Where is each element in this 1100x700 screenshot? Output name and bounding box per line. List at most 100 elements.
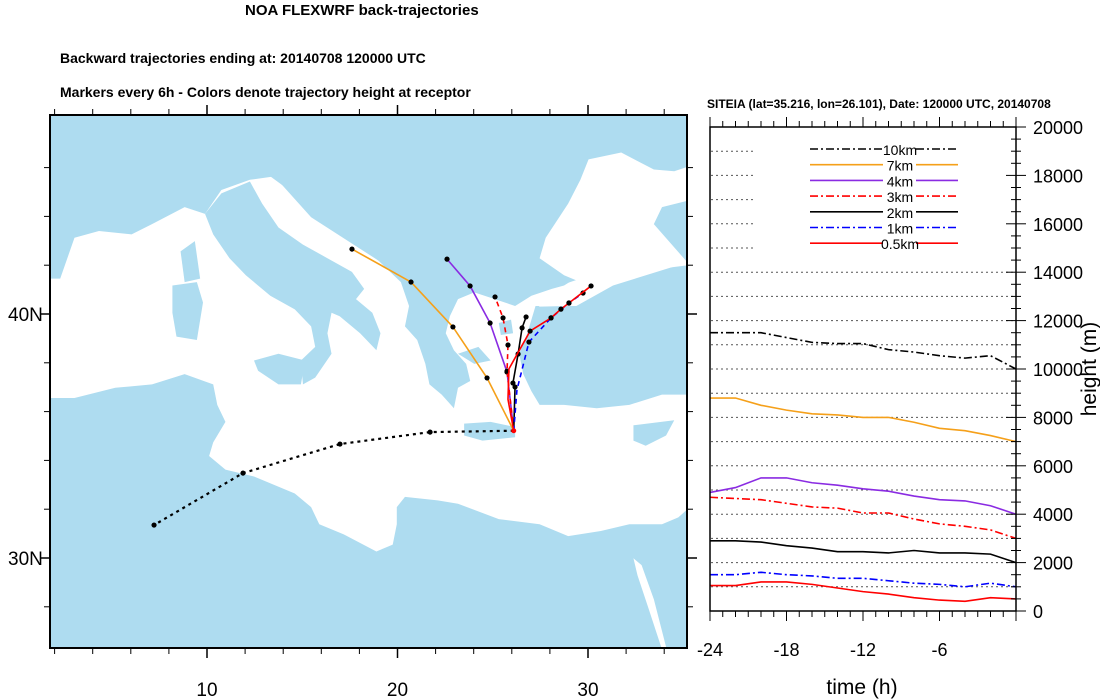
trajectory-marker	[527, 328, 533, 334]
x-tick-label: -12	[850, 640, 876, 660]
legend-entry-2km: 2km	[810, 205, 958, 221]
trajectory-marker	[427, 429, 433, 435]
black-sea	[539, 152, 687, 286]
trajectory-marker	[566, 300, 572, 306]
x-axis-title: time (h)	[826, 676, 897, 699]
trajectory-marker	[467, 283, 473, 289]
lon-label-20: 20	[387, 680, 408, 700]
legend-entry-4km: 4km	[810, 173, 958, 189]
trajectory-marker	[548, 315, 554, 321]
legend-label: 7km	[887, 158, 913, 174]
y-tick-label: 4000	[1033, 505, 1073, 525]
mediterranean-sea	[50, 176, 687, 552]
trajectory-end-time: Backward trajectories ending at: 2014070…	[60, 50, 426, 66]
trajectory-marker	[484, 375, 490, 381]
legend-label: 1km	[887, 221, 913, 237]
legend-box	[755, 132, 1013, 259]
y-tick-label: 12000	[1033, 312, 1083, 332]
receptor-marker	[511, 428, 517, 434]
y-axis-title: height (m)	[1078, 322, 1100, 417]
series-line-1km	[710, 571, 1017, 588]
trajectory-marker	[240, 470, 246, 476]
y-tick-label: 6000	[1033, 457, 1073, 477]
lat-label-30N: 30N	[8, 549, 43, 570]
trajectory-marker	[408, 279, 414, 285]
legend-label: 4km	[887, 173, 913, 189]
y-tick-label: 10000	[1033, 360, 1083, 380]
y-tick-label: 2000	[1033, 554, 1073, 574]
y-tick-label: 18000	[1033, 166, 1083, 186]
trajectory-marker	[505, 342, 511, 348]
legend-entry-0.5km: 0.5km	[810, 236, 958, 252]
map-frame	[49, 114, 688, 649]
corsica	[180, 241, 201, 283]
marker-note: Markers every 6h - Colors denote traject…	[60, 84, 471, 100]
trajectory-marker	[526, 339, 532, 345]
trajectory-marker	[523, 314, 529, 320]
cyprus	[633, 420, 675, 446]
series-line-10km	[710, 331, 1017, 370]
main-title: NOA FLEXWRF back-trajectories	[245, 2, 479, 19]
legend-label: 2km	[887, 205, 913, 221]
series-line-4km	[709, 477, 1017, 515]
map-axis-labels: 40N 30N 10 20 30	[8, 305, 599, 700]
balkans	[270, 149, 581, 409]
map-ticks	[40, 105, 697, 658]
x-tick-label: -6	[931, 640, 947, 660]
y-tick-label: 0	[1033, 602, 1043, 622]
legend-label: 0.5km	[881, 236, 919, 252]
italy	[205, 181, 381, 385]
trajectory-marker	[337, 441, 343, 447]
lon-label-10: 10	[196, 680, 217, 700]
trajectory-marker	[444, 256, 450, 262]
y-tick-label: 20000	[1033, 118, 1083, 138]
series-line-3km	[709, 496, 1017, 540]
legend-entry-10km: 10km	[810, 142, 958, 158]
lesbos	[498, 319, 514, 335]
trajectory-marker	[450, 324, 456, 330]
legend-entry-3km: 3km	[810, 189, 958, 205]
trajectory-marker	[349, 246, 355, 252]
y-tick-label: 8000	[1033, 408, 1073, 428]
x-tick-label: -24	[697, 640, 723, 660]
trajectory-2km	[510, 314, 529, 431]
series-line-0.5km	[710, 581, 1017, 603]
trajectory-marker	[510, 380, 516, 386]
trajectory-10km	[151, 429, 514, 528]
trajectory-marker	[558, 306, 564, 312]
trajectory-marker	[588, 283, 594, 289]
lon-label-30: 30	[577, 680, 598, 700]
trajectory-0.5km	[507, 283, 594, 431]
y-tick-label: 16000	[1033, 215, 1083, 235]
trajectory-layer	[151, 246, 594, 528]
trajectory-marker	[500, 315, 506, 321]
trajectory-7km	[349, 246, 515, 432]
trajectory-marker	[151, 522, 157, 528]
series-line-7km	[710, 397, 1017, 443]
trajectory-marker	[519, 325, 525, 331]
sardinia	[172, 282, 203, 341]
sea-of-marmara	[531, 293, 577, 307]
anatolia	[519, 262, 687, 409]
lat-label-40N: 40N	[8, 305, 43, 326]
red-sea	[633, 558, 667, 647]
legend-label: 3km	[887, 189, 913, 205]
basemap	[50, 115, 687, 648]
trajectory-marker	[487, 320, 493, 326]
trajectory-line	[153, 429, 514, 527]
trajectory-marker	[512, 384, 518, 390]
height-chart-title: SITEIA (lat=35.216, lon=26.101), Date: 1…	[707, 97, 1051, 111]
euboea	[458, 346, 491, 364]
sicily	[254, 353, 305, 385]
trajectory-marker	[492, 294, 498, 300]
trajectory-line	[494, 296, 515, 431]
series-line-2km	[710, 540, 1017, 564]
legend-entry-7km: 7km	[810, 158, 958, 174]
legend-entry-1km: 1km	[810, 221, 958, 237]
legend-label: 10km	[883, 142, 917, 158]
crete	[464, 421, 516, 441]
y-tick-label: 14000	[1033, 263, 1083, 283]
